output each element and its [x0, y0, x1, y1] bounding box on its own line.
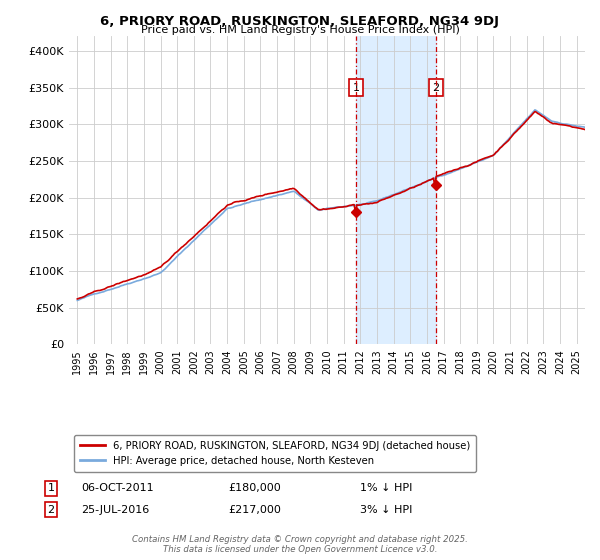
Text: 6, PRIORY ROAD, RUSKINGTON, SLEAFORD, NG34 9DJ: 6, PRIORY ROAD, RUSKINGTON, SLEAFORD, NG… — [101, 15, 499, 28]
Text: £217,000: £217,000 — [228, 505, 281, 515]
Text: Contains HM Land Registry data © Crown copyright and database right 2025.
This d: Contains HM Land Registry data © Crown c… — [132, 535, 468, 554]
Text: 06-OCT-2011: 06-OCT-2011 — [81, 483, 154, 493]
Bar — [356, 36, 436, 344]
Text: 1: 1 — [353, 83, 359, 93]
Text: 2: 2 — [47, 505, 55, 515]
Text: 1% ↓ HPI: 1% ↓ HPI — [360, 483, 412, 493]
Text: 25-JUL-2016: 25-JUL-2016 — [81, 505, 149, 515]
Text: 2: 2 — [433, 83, 440, 93]
Text: 3% ↓ HPI: 3% ↓ HPI — [360, 505, 412, 515]
Text: £180,000: £180,000 — [228, 483, 281, 493]
Legend: 6, PRIORY ROAD, RUSKINGTON, SLEAFORD, NG34 9DJ (detached house), HPI: Average pr: 6, PRIORY ROAD, RUSKINGTON, SLEAFORD, NG… — [74, 435, 476, 472]
Text: Price paid vs. HM Land Registry's House Price Index (HPI): Price paid vs. HM Land Registry's House … — [140, 25, 460, 35]
Text: 1: 1 — [47, 483, 55, 493]
